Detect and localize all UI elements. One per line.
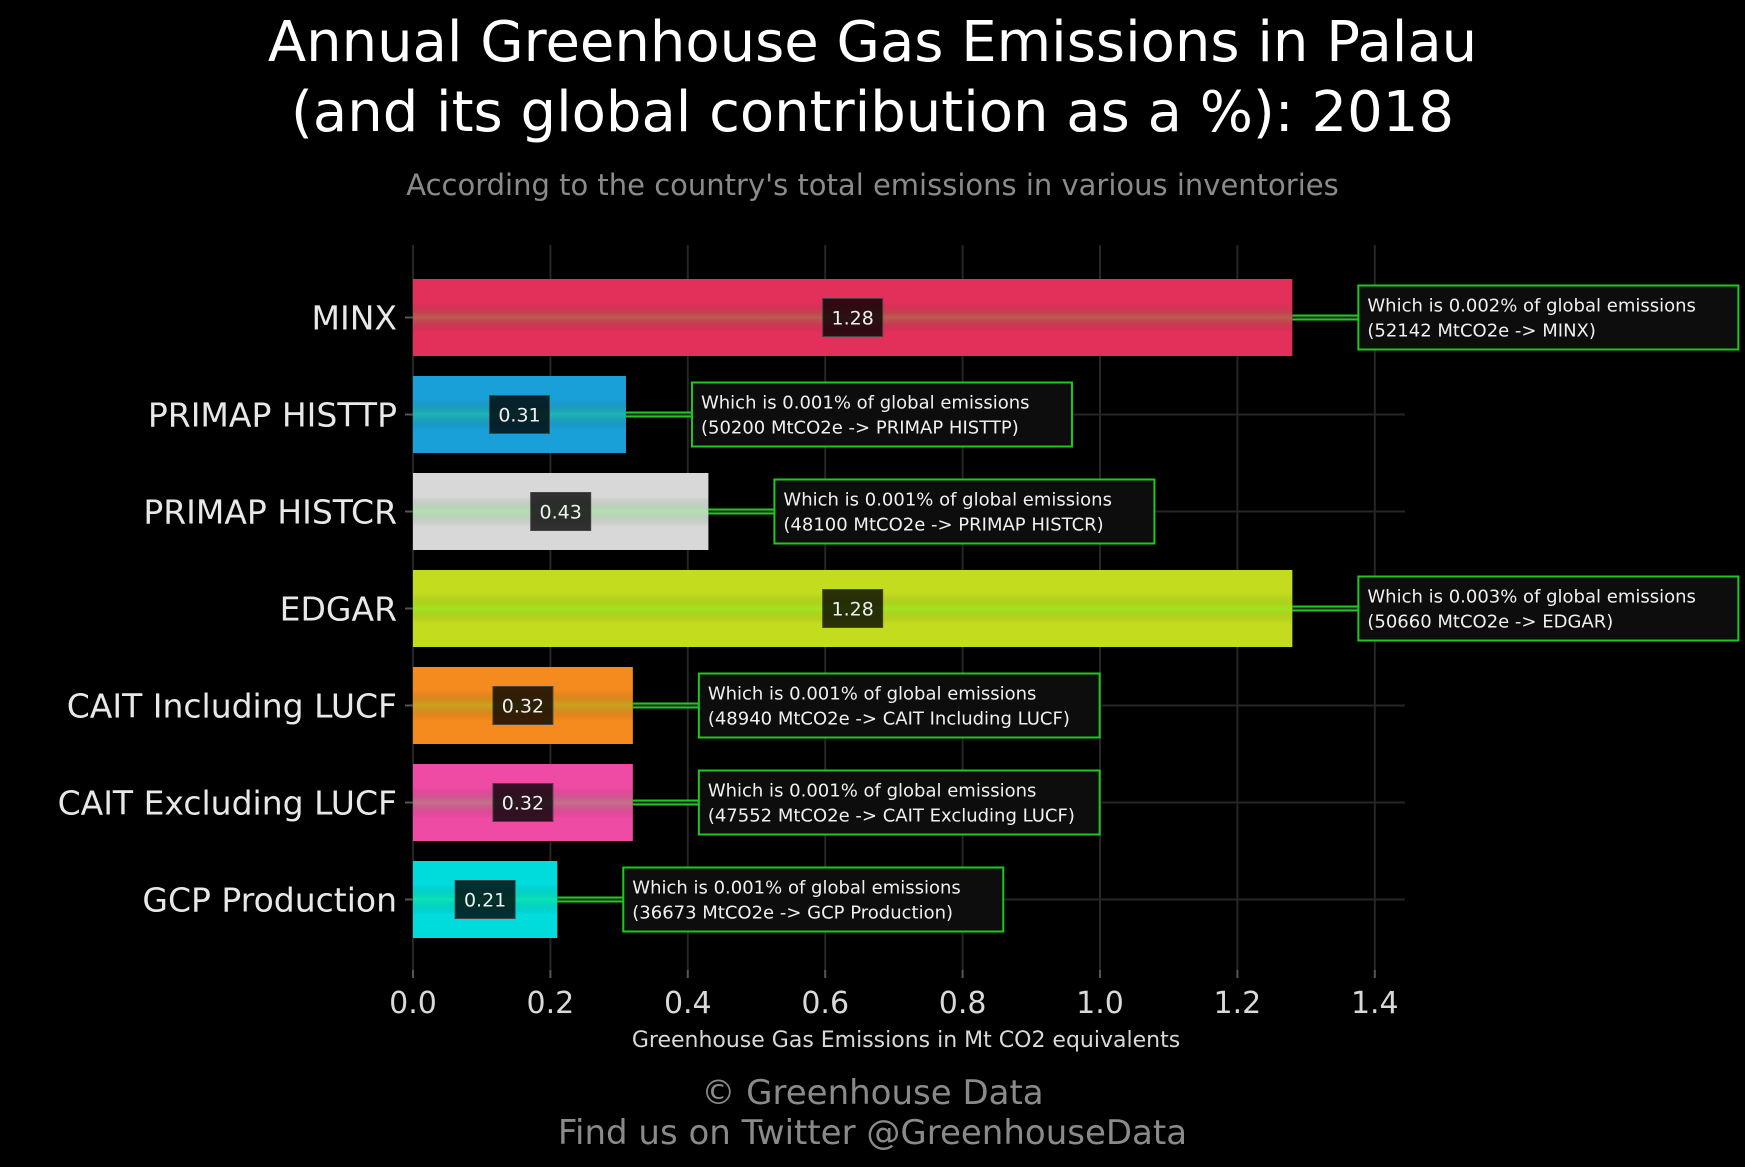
chart-subtitle: According to the country's total emissio… [406,168,1339,202]
value-label: 1.28 [832,308,874,330]
chart-title-line1: Annual Greenhouse Gas Emissions in Palau [267,10,1478,75]
annotation-text-line1: Which is 0.002% of global emissions [1367,296,1696,317]
annotation-text-line2: (36673 MtCO2e -> GCP Production) [632,903,953,924]
annotation-box [697,672,1101,739]
copyright-text: © Greenhouse Data [701,1073,1044,1113]
annotation-box [622,866,1005,933]
annotation-text-line1: Which is 0.001% of global emissions [632,878,961,899]
annotation-text-line2: (47552 MtCO2e -> CAIT Excluding LUCF) [708,806,1075,827]
category-label: MINX [312,299,398,338]
value-label: 1.28 [832,599,874,621]
chart-title-line2: (and its global contribution as a %): 20… [291,80,1454,145]
value-label-box [822,589,884,628]
category-label: EDGAR [280,590,397,629]
value-label-box [492,686,554,725]
category-label: PRIMAP HISTTP [148,396,397,435]
x-tick-label: 1.0 [1076,986,1124,1021]
category-label: CAIT Including LUCF [67,687,397,726]
value-label: 0.21 [464,890,506,912]
x-tick-label: 0.0 [389,986,437,1021]
annotation-text-line2: (50660 MtCO2e -> EDGAR) [1367,612,1613,633]
twitter-text: Find us on Twitter @GreenhouseData [557,1113,1188,1153]
value-label: 0.43 [540,502,582,524]
value-label: 0.32 [502,793,544,815]
x-tick-label: 0.8 [939,986,987,1021]
annotation-text-line2: (48100 MtCO2e -> PRIMAP HISTCR) [783,515,1103,536]
chart-title: Annual Greenhouse Gas Emissions in Palau… [0,8,1745,148]
x-tick-label: 0.2 [527,986,575,1021]
annotation-text-line1: Which is 0.001% of global emissions [708,684,1037,705]
annotation-text-line1: Which is 0.003% of global emissions [1367,587,1696,608]
x-tick-label: 1.4 [1351,986,1399,1021]
value-label-box [492,783,554,822]
x-tick-label: 0.4 [664,986,712,1021]
category-label: PRIMAP HISTCR [143,493,397,532]
annotation-text-line2: (48940 MtCO2e -> CAIT Including LUCF) [708,709,1070,730]
annotation-text-line2: (52142 MtCO2e -> MINX) [1367,321,1596,342]
category-label: CAIT Excluding LUCF [58,784,397,823]
annotation-box [690,381,1073,448]
footer-credit: © Greenhouse Data Find us on Twitter @Gr… [0,1073,1745,1153]
x-tick-label: 1.2 [1214,986,1262,1021]
value-label-box [454,880,516,919]
value-label-box [530,492,592,531]
annotation-box [1357,284,1740,351]
x-axis-label: Greenhouse Gas Emissions in Mt CO2 equiv… [632,1028,1180,1053]
annotation-text-line1: Which is 0.001% of global emissions [701,393,1030,414]
annotation-text-line2: (50200 MtCO2e -> PRIMAP HISTTP) [701,418,1019,439]
value-label-box [822,298,884,337]
category-label: GCP Production [142,881,397,920]
value-label: 0.32 [502,696,544,718]
value-label-box [488,395,550,434]
value-label: 0.31 [498,405,540,427]
annotation-text-line1: Which is 0.001% of global emissions [783,490,1112,511]
labels: 0.0 0.2 0.4 0.6 0.8 1.0 1.2 1.4 MINX 1.28 Which is… [58,284,1740,1021]
annotation-box [1357,575,1740,642]
annotation-text-line1: Which is 0.001% of global emissions [708,781,1037,802]
annotation-box [697,769,1101,836]
annotation-box [773,478,1156,545]
bars [413,279,1293,938]
x-tick-label: 0.6 [801,986,849,1021]
